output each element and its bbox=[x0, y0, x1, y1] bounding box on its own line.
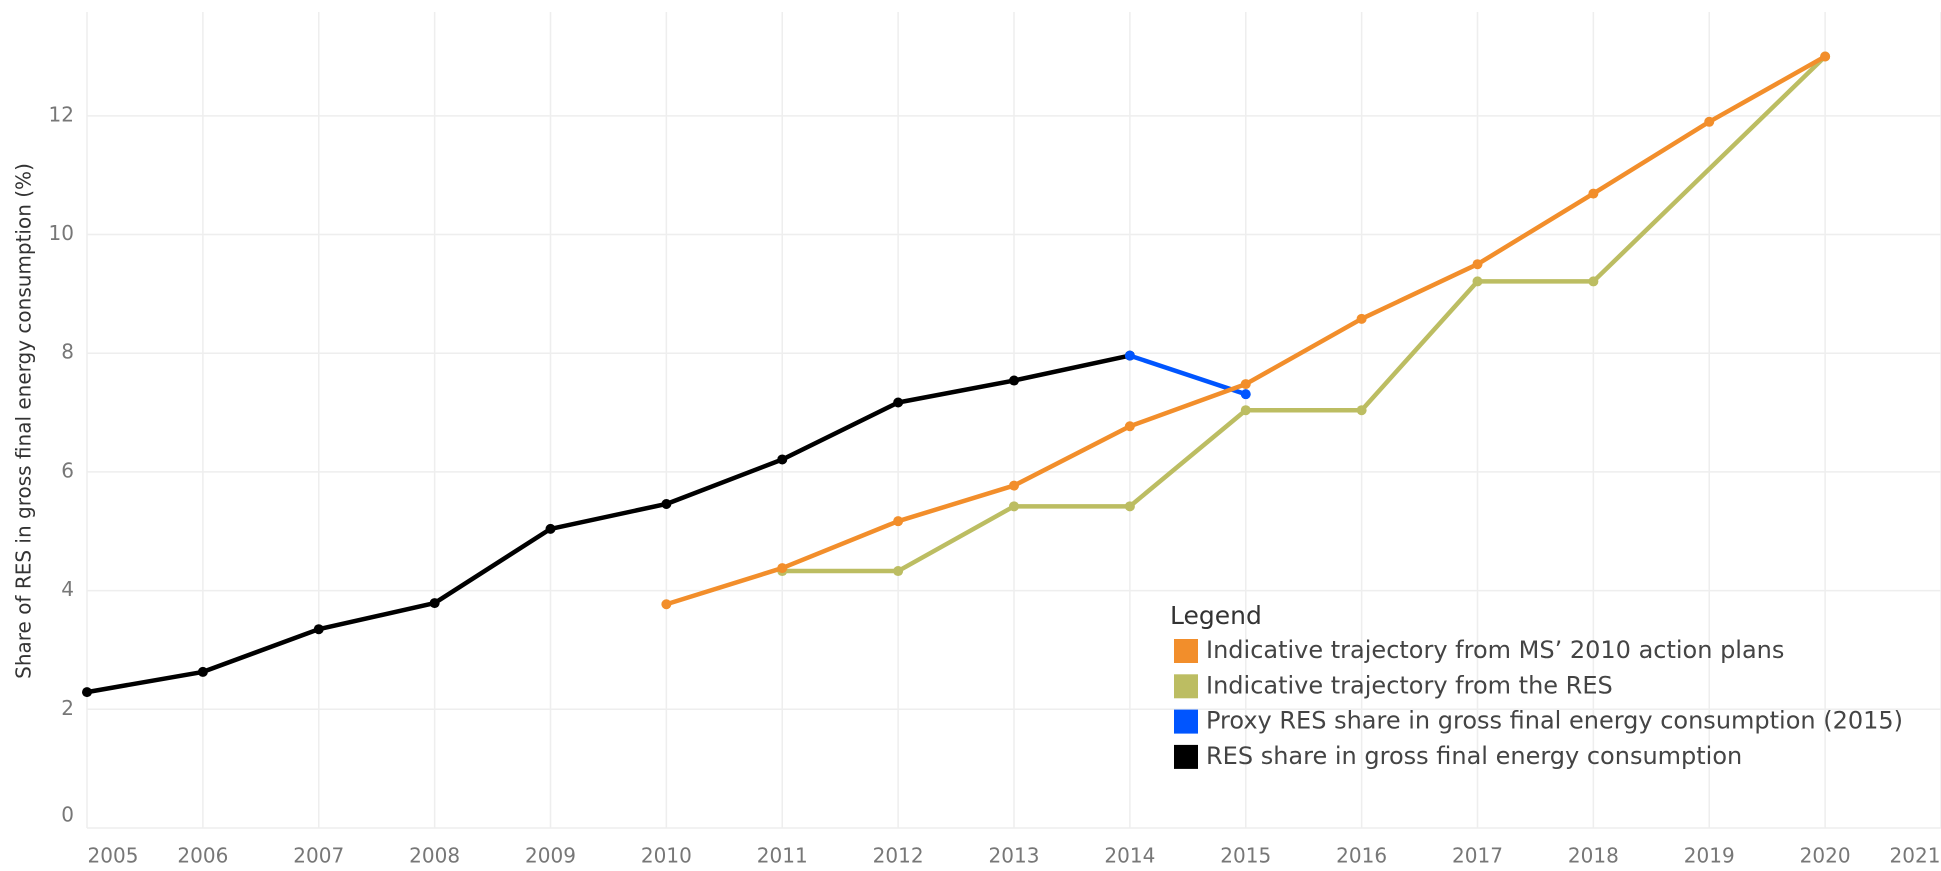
legend-swatch bbox=[1174, 744, 1198, 769]
x-tick-label: 2006 bbox=[177, 844, 228, 868]
data-point bbox=[1588, 276, 1599, 287]
x-tick-label: 2018 bbox=[1568, 844, 1619, 868]
data-point bbox=[313, 624, 324, 635]
legend-label: Indicative trajectory from the RES bbox=[1206, 671, 1613, 699]
data-point bbox=[1124, 421, 1135, 432]
data-point bbox=[1124, 350, 1135, 361]
x-tick-label: 2008 bbox=[409, 844, 460, 868]
x-tick-label: 2017 bbox=[1452, 844, 1503, 868]
data-point bbox=[1704, 116, 1715, 127]
x-tick-label: 2019 bbox=[1684, 844, 1735, 868]
data-point bbox=[777, 563, 788, 574]
y-tick-label: 10 bbox=[49, 221, 74, 245]
x-tick-label: 2021 bbox=[1890, 844, 1941, 868]
data-point bbox=[1472, 259, 1483, 270]
data-point bbox=[661, 599, 672, 610]
data-point bbox=[1588, 188, 1599, 199]
x-tick-label: 2013 bbox=[989, 844, 1040, 868]
y-axis-title: Share of RES in gross final energy consu… bbox=[12, 163, 36, 679]
y-tick-label: 6 bbox=[61, 458, 74, 482]
y-tick-label: 2 bbox=[61, 696, 74, 720]
series-line bbox=[86, 353, 1131, 695]
data-point bbox=[1356, 313, 1367, 324]
data-point bbox=[1009, 375, 1019, 386]
series-line bbox=[782, 54, 1827, 574]
data-point bbox=[197, 666, 208, 677]
x-tick-label: 2020 bbox=[1800, 844, 1851, 868]
x-tick-label: 2010 bbox=[641, 844, 692, 868]
x-tick-label: 2016 bbox=[1336, 844, 1387, 868]
legend-label: RES share in gross final energy consumpt… bbox=[1206, 742, 1742, 770]
x-tick-label: 2009 bbox=[525, 844, 576, 868]
data-point bbox=[661, 498, 672, 509]
legend-swatch bbox=[1174, 709, 1198, 734]
y-tick-label: 12 bbox=[49, 102, 74, 126]
y-tick-label: 8 bbox=[61, 340, 74, 364]
x-tick-label: 2015 bbox=[1220, 844, 1271, 868]
data-point bbox=[545, 523, 556, 534]
data-point bbox=[893, 397, 904, 408]
data-point bbox=[1124, 501, 1135, 512]
data-point bbox=[1356, 405, 1367, 416]
data-point bbox=[82, 687, 92, 698]
data-point bbox=[893, 566, 904, 577]
data-point bbox=[1820, 51, 1831, 62]
data-point bbox=[777, 454, 788, 465]
data-point bbox=[1472, 276, 1483, 287]
legend-title: Legend bbox=[1170, 601, 1262, 630]
data-point bbox=[1240, 389, 1251, 400]
y-tick-label: 0 bbox=[61, 803, 74, 827]
legend-label: Proxy RES share in gross final energy co… bbox=[1206, 707, 1903, 735]
x-tick-label: 2011 bbox=[757, 844, 808, 868]
series-line bbox=[1129, 353, 1247, 397]
x-tick-label: 2005 bbox=[88, 844, 139, 868]
data-point bbox=[1240, 405, 1251, 416]
x-tick-label: 2014 bbox=[1104, 844, 1155, 868]
y-tick-label: 4 bbox=[61, 577, 74, 601]
data-point bbox=[1009, 501, 1019, 512]
legend-swatch bbox=[1174, 674, 1198, 699]
x-tick-label: 2007 bbox=[293, 844, 344, 868]
data-point bbox=[893, 516, 904, 527]
data-point bbox=[1009, 480, 1019, 491]
legend-label: Indicative trajectory from MS’ 2010 acti… bbox=[1206, 636, 1784, 664]
data-point bbox=[429, 598, 440, 609]
x-tick-label: 2012 bbox=[873, 844, 924, 868]
legend-swatch bbox=[1174, 639, 1198, 663]
data-point bbox=[1240, 379, 1251, 390]
